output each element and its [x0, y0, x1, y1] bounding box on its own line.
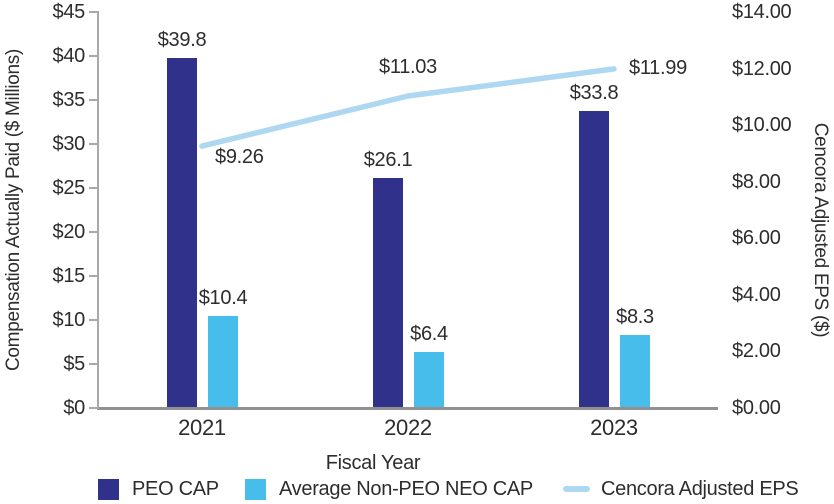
left-axis-tick-label: $40	[52, 45, 86, 67]
left-axis-tick-label: $5	[63, 353, 85, 375]
left-y-axis-title: Compensation Actually Paid ($ Millions)	[3, 48, 24, 372]
right-axis-tick-label: $0.00	[732, 397, 781, 419]
right-axis-tick-label: $10.00	[732, 114, 792, 137]
cencora-adjusted-eps-line	[199, 66, 617, 149]
bar-value-label: $10.4	[198, 287, 248, 310]
bar-peo-cap-2021	[167, 57, 197, 407]
legend-label-peo-cap: PEO CAP	[132, 477, 219, 500]
left-axis-tick	[89, 231, 99, 233]
left-axis-tick-label: $0	[63, 397, 85, 419]
left-axis-tick-label: $10	[52, 309, 86, 331]
left-axis-tick-label: $25	[52, 177, 86, 199]
legend-label-avg-non-peo-neo-cap: Average Non-PEO NEO CAP	[279, 477, 533, 500]
right-axis-tick-label: $2.00	[732, 340, 781, 363]
bar-average-non-peo-neo-cap-2021	[208, 316, 238, 407]
legend-label-cencora-adjusted-eps: Cencora Adjusted EPS	[601, 477, 799, 500]
left-axis-tick	[89, 275, 99, 277]
left-axis-tick	[89, 363, 99, 365]
x-tick-label-2022: 2022	[384, 415, 432, 440]
left-axis-tick	[89, 319, 99, 321]
bar-peo-cap-2023	[579, 110, 609, 407]
left-y-axis-line	[97, 12, 99, 409]
bar-value-label: $26.1	[363, 149, 413, 172]
left-axis-tick	[89, 407, 99, 409]
left-axis-tick	[89, 55, 99, 57]
avg-non-peo-neo-cap-swatch	[245, 478, 266, 500]
x-axis-title: Fiscal Year	[325, 452, 421, 474]
right-axis-tick-label: $6.00	[732, 227, 781, 250]
eps-line-series	[199, 66, 617, 149]
left-axis-tick	[89, 187, 99, 189]
legend-item-avg-non-peo-neo-cap: Average Non-PEO NEO CAP	[245, 476, 533, 502]
left-axis-tick	[89, 99, 99, 101]
right-axis-tick-label: $4.00	[732, 283, 781, 306]
bar-value-label: $33.8	[569, 81, 619, 104]
left-axis-tick-label: $15	[52, 265, 86, 287]
bar-value-label: $8.3	[616, 305, 654, 328]
bar-average-non-peo-neo-cap-2023	[620, 334, 650, 407]
left-axis-tick-label: $20	[52, 221, 86, 243]
bar-average-non-peo-neo-cap-2022	[414, 351, 444, 407]
legend-item-peo-cap: PEO CAP	[98, 476, 219, 502]
right-axis-tick-label: $8.00	[732, 170, 781, 193]
left-axis-tick	[89, 11, 99, 13]
legend-item-cencora-adjusted-eps: Cencora Adjusted EPS	[563, 476, 799, 502]
left-axis-tick-label: $30	[52, 133, 86, 155]
right-axis-tick-label: $12.00	[732, 57, 792, 80]
cencora-adjusted-eps-line-swatch	[563, 486, 590, 492]
x-tick-label-2021: 2021	[178, 415, 226, 440]
left-axis-tick	[89, 143, 99, 145]
left-axis-tick-label: $45	[52, 1, 86, 23]
bar-value-label: $39.8	[157, 28, 207, 51]
peo-cap-swatch	[98, 478, 119, 500]
eps-value-label: $11.99	[629, 56, 687, 79]
bar-peo-cap-2022	[373, 178, 403, 407]
bar-value-label: $6.4	[410, 322, 448, 345]
right-axis-tick-label: $14.00	[732, 1, 792, 23]
x-axis-line	[97, 407, 718, 410]
eps-value-label: $9.26	[215, 146, 264, 169]
x-tick-label-2023: 2023	[590, 415, 638, 440]
left-axis-tick-label: $35	[52, 89, 86, 111]
eps-value-label: $11.03	[379, 56, 437, 78]
